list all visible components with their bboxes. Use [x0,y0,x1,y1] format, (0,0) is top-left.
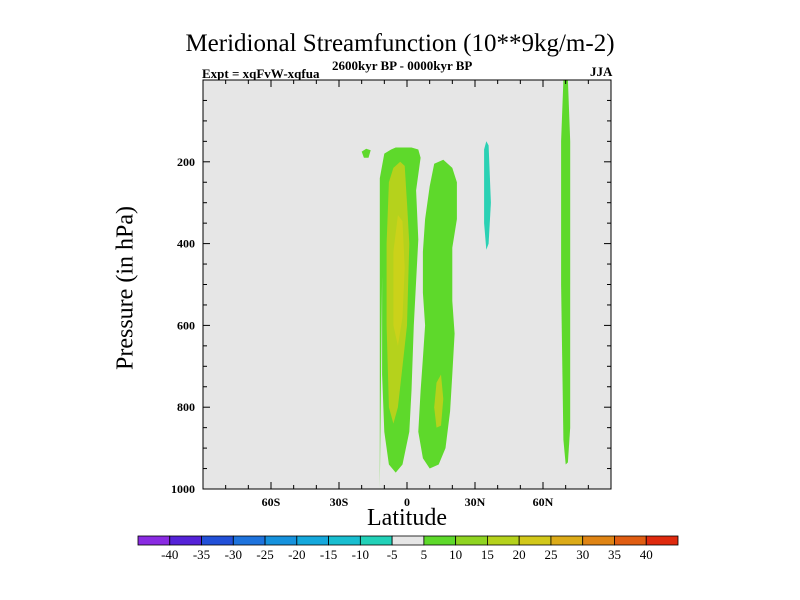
colorbar-label: -5 [387,547,398,562]
colorbar-label: 35 [608,547,621,562]
colorbar-swatch [423,535,457,546]
colorbar-swatch [137,535,171,546]
chart-title: Meridional Streamfunction (10**9kg/m-2) [185,30,615,57]
colorbar-label: 30 [576,547,589,562]
colorbar-label: -25 [256,547,273,562]
colorbar-swatch [518,535,552,546]
colorbar-label: 5 [421,547,428,562]
colorbar-swatch [455,535,488,546]
colorbar-swatch [645,535,679,546]
colorbar-swatch [328,535,361,546]
contour-region-4 [484,141,491,250]
contour-region-6 [434,374,444,428]
x-tick-label: 60S [262,495,281,509]
colorbar-label: -10 [352,547,369,562]
colorbar-label: 40 [640,547,653,562]
y-tick-label: 800 [177,400,195,414]
y-tick-label: 600 [177,318,195,332]
experiment-label: Expt = xqFvW-xqfua [202,66,320,81]
contour-region-1 [418,159,457,469]
y-tick-label: 400 [177,237,195,251]
colorbar-swatch [582,535,615,546]
colorbar-label: -35 [193,547,210,562]
colorbar-swatch [614,535,647,546]
colorbar: -40 -35 -30 -25 -20 -15 -10 -5 5 10 15 20 25 30 35 40 [137,535,679,562]
x-tick-label: 30N [465,495,486,509]
x-tick-label: 0 [404,495,410,509]
colorbar-swatch [487,535,520,546]
colorbar-label: 10 [449,547,462,562]
time-range-label: 2600kyr BP - 0000kyr BP [332,58,473,73]
colorbar-swatch [169,535,202,546]
colorbar-label: 25 [544,547,557,562]
season-label: JJA [590,64,613,79]
colorbar-label: -30 [225,547,242,562]
colorbar-label: 15 [481,547,494,562]
colorbar-label: -40 [161,547,178,562]
contour-regions [361,80,571,489]
axis-ticks: 60S 30S 0 30N 60N 200 400 600 800 1000 [171,79,612,509]
x-tick-label: 60N [533,495,554,509]
colorbar-swatch [232,535,266,546]
colorbar-label: 20 [513,547,526,562]
colorbar-swatch [550,535,584,546]
x-axis-label: Latitude [367,505,447,531]
colorbar-swatch [359,535,393,546]
colorbar-label: -20 [288,547,305,562]
colorbar-swatch [201,535,234,546]
contour-region-3 [561,80,571,465]
colorbar-swatch [296,535,329,546]
y-tick-label: 1000 [171,482,195,496]
y-tick-label: 200 [177,155,195,169]
colorbar-label: -15 [320,547,337,562]
colorbar-swatch [264,535,298,546]
colorbar-swatch [391,535,425,546]
x-tick-label: 30S [330,495,349,509]
contour-region-2 [361,148,371,158]
contour-region-7 [393,215,405,346]
